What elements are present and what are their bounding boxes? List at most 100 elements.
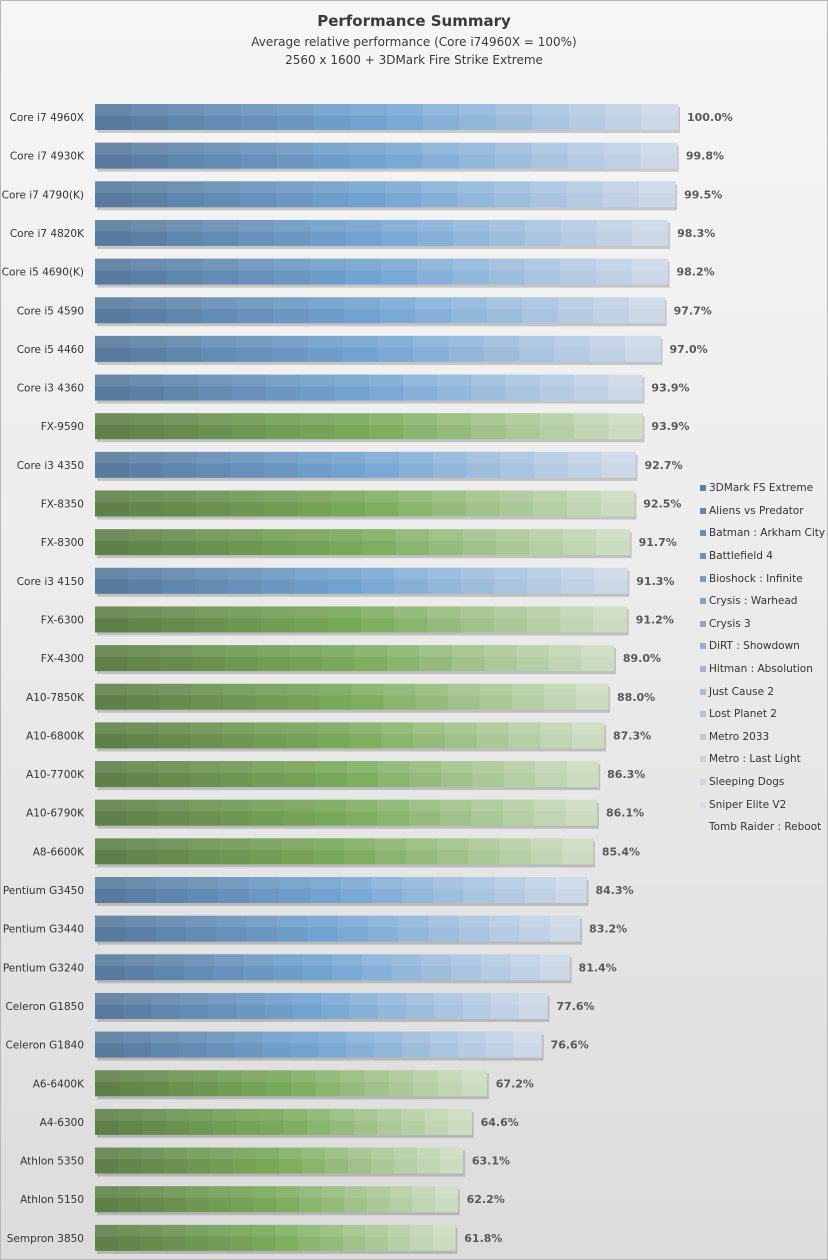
bar-segment — [165, 1108, 190, 1135]
bar-segment — [95, 142, 132, 169]
bar-segment — [95, 335, 131, 362]
bar-segment — [440, 761, 473, 788]
bar-segment — [386, 645, 420, 672]
bar-gloss — [95, 567, 628, 580]
category-label: FX-4300 — [41, 653, 84, 665]
bar-segment — [605, 104, 642, 130]
bar-segment — [241, 1070, 267, 1097]
bar-segment — [220, 799, 253, 826]
bar-segment — [128, 490, 163, 517]
bar-segment — [95, 1070, 120, 1097]
bar-segment — [227, 606, 262, 633]
bar-segment — [126, 799, 159, 826]
value-label: 61.8% — [464, 1232, 502, 1245]
bar-segment — [519, 915, 551, 942]
bar-segment — [189, 1108, 214, 1135]
bar-segment — [196, 490, 231, 517]
bar-segment — [519, 992, 548, 1019]
bar-gloss — [95, 683, 609, 696]
chart-title: Performance Summary — [317, 12, 511, 30]
bar-segment — [440, 799, 472, 826]
bar-segment — [163, 374, 199, 401]
bar-segment — [343, 838, 376, 865]
bar-segment — [367, 915, 399, 942]
bar-segment — [206, 1031, 235, 1058]
bar-gloss — [95, 374, 643, 387]
value-label: 99.8% — [686, 150, 724, 163]
bar-gloss — [95, 181, 676, 193]
legend-label: 3DMark FS Extreme — [709, 482, 814, 495]
bar-segment — [377, 335, 414, 362]
legend-item: Hitman : Absolution — [700, 658, 825, 681]
bar-segment — [581, 645, 615, 672]
value-label: 81.4% — [579, 961, 617, 974]
bar-segment — [196, 451, 231, 478]
bar-segment — [95, 1031, 124, 1058]
bar-segment — [131, 181, 168, 208]
bar-segment — [383, 683, 417, 710]
bar-segment — [128, 451, 163, 478]
bar-segment — [424, 1108, 449, 1135]
bar-segment — [471, 413, 506, 440]
bar-segment — [495, 104, 533, 130]
bar-segment — [524, 219, 562, 246]
legend-swatch — [700, 643, 706, 650]
bar-segment — [127, 683, 160, 710]
bar-segment — [596, 219, 633, 246]
bar-segment — [276, 915, 308, 942]
bar-segment — [324, 1147, 349, 1174]
bar-segment — [495, 142, 532, 169]
bar-segment — [197, 413, 233, 440]
bar-segment — [95, 606, 129, 633]
bar-segment — [539, 374, 575, 401]
bar-segment — [439, 1147, 464, 1174]
value-label: 93.9% — [651, 420, 689, 433]
bar-row: A4-6300 64.6% — [40, 1108, 519, 1138]
category-label: Pentium G3450 — [3, 885, 84, 897]
bar-segment — [327, 567, 362, 594]
bar-segment — [191, 683, 224, 710]
bar-segment — [309, 258, 346, 285]
bar-segment — [527, 567, 562, 594]
bar-segment — [364, 490, 399, 517]
bar-segment — [533, 490, 568, 517]
bar-gloss — [95, 722, 604, 735]
bar-segment — [203, 181, 241, 208]
bar-segment — [321, 1186, 345, 1213]
bar-segment — [395, 529, 430, 556]
bar-segment — [486, 297, 523, 324]
bar-segment — [321, 992, 350, 1019]
bar-segment — [490, 992, 520, 1019]
bar-segment — [370, 1147, 395, 1174]
category-label: Pentium G3240 — [3, 962, 84, 974]
bar-segment — [128, 529, 163, 556]
bar-segment — [212, 1108, 237, 1135]
bar-segment — [95, 838, 127, 865]
bar-segment — [408, 799, 441, 826]
bar-segment — [462, 1070, 488, 1097]
bar-segment — [201, 297, 238, 324]
bar-segment — [167, 181, 205, 208]
bar-row: Core i7 4790(K) 99.5% — [2, 181, 722, 211]
bar-segment — [306, 1108, 331, 1135]
bar-segment — [483, 335, 520, 362]
value-label: 97.7% — [674, 304, 712, 317]
bar-segment — [285, 722, 319, 749]
bar-segment — [505, 413, 541, 440]
chart-subtitle: Average relative performance (Core i7496… — [251, 35, 577, 49]
bar-segment — [332, 954, 363, 981]
bar-gloss — [95, 838, 593, 851]
bar-segment — [253, 1186, 277, 1213]
bar-segment — [350, 104, 387, 130]
bar-segment — [377, 799, 410, 826]
bar-segment — [510, 954, 541, 981]
bar-segment — [459, 104, 497, 130]
bar-row: FX-6300 91.2% — [41, 606, 674, 636]
bar-segment — [95, 1224, 118, 1251]
bar-segment — [204, 142, 241, 169]
legend-item: Just Cause 2 — [700, 680, 825, 703]
bar-segment — [602, 181, 640, 208]
bar-segment — [300, 374, 335, 401]
bar-segment — [378, 761, 410, 788]
